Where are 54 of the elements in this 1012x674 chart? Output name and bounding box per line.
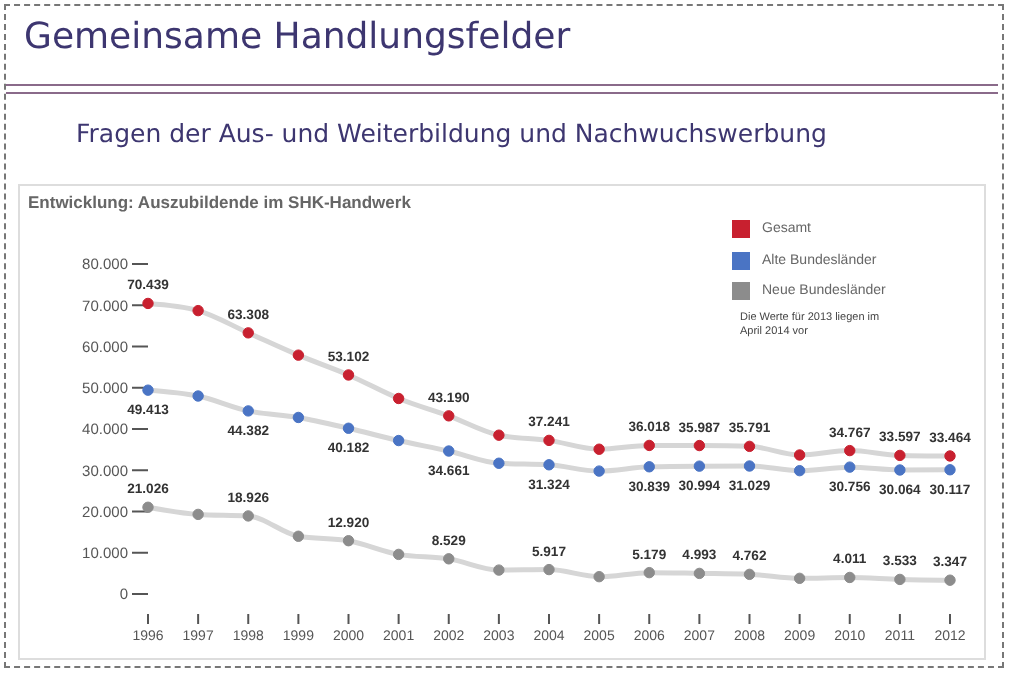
point [593,570,605,583]
text: Entwicklung: Auszubildende im SHK-Handwerk [28,192,411,212]
point [292,411,305,424]
point [443,410,455,422]
point [392,392,405,405]
point [693,567,706,580]
point [844,444,856,457]
point [292,530,305,542]
chart-title: Gemeinsame Handlungsfelder [24,16,571,58]
point [844,571,856,584]
point [643,439,655,452]
point [192,304,204,317]
point [493,457,505,469]
point [543,563,555,576]
point [242,327,254,339]
point [944,450,956,462]
point [493,564,505,576]
point [142,297,154,310]
point [944,464,956,476]
point [543,459,555,471]
point [342,369,355,381]
point [743,440,756,453]
point [192,508,204,521]
point [894,464,906,476]
point [643,566,655,579]
point [392,548,405,561]
point [793,464,806,477]
point [743,460,756,472]
point [844,461,856,473]
point [593,465,605,477]
point [894,449,906,462]
point [493,429,505,441]
point [693,460,706,472]
point [142,501,154,513]
point [793,572,806,585]
point [593,443,605,455]
point [192,390,204,402]
chart-subtitle: Fragen der Aus- und Weiterbildung und Nachwuchswerbung [76,118,827,148]
point [292,349,305,361]
point [443,553,455,565]
point [242,405,254,417]
point [643,461,655,473]
point [793,449,806,461]
point [944,574,956,586]
point [142,384,154,396]
point [443,445,455,457]
point [693,439,706,452]
point [342,535,355,547]
point [543,434,555,447]
point [242,510,254,522]
point [392,434,405,447]
point [342,422,355,434]
point [743,568,756,581]
point [894,573,906,586]
